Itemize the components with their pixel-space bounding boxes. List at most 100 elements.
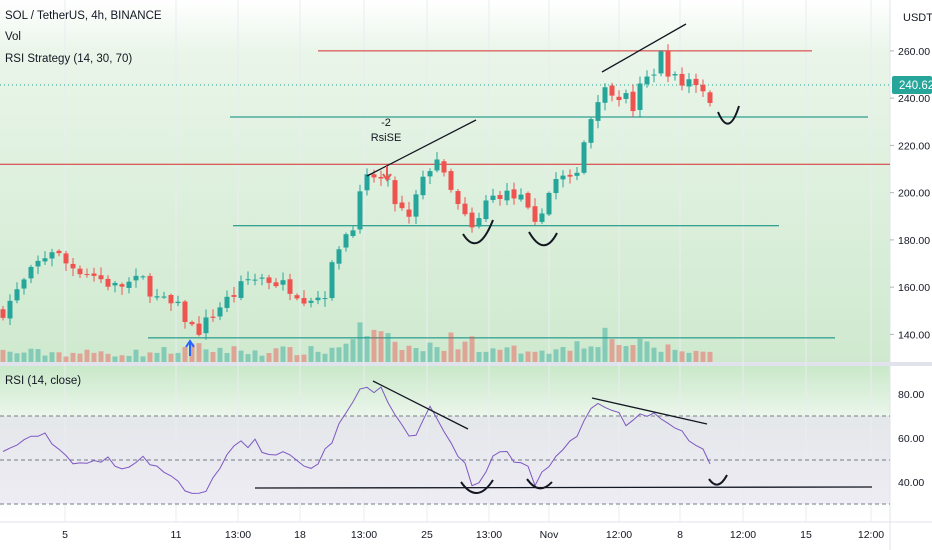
candle-body — [126, 281, 132, 288]
candle-body — [658, 51, 664, 74]
candle-body — [322, 298, 328, 300]
volume-bar — [196, 343, 202, 362]
rsi-legend[interactable]: RSI (14, close) — [5, 375, 81, 387]
trendline[interactable] — [254, 486, 873, 489]
volume-bar — [385, 333, 391, 362]
trendline[interactable] — [366, 119, 477, 177]
volume-bar — [105, 353, 111, 362]
candle-body — [581, 142, 587, 173]
volume-bar — [210, 351, 216, 362]
volume-bar — [77, 353, 83, 362]
candle-body — [406, 209, 412, 217]
volume-bar — [476, 351, 482, 362]
volume-bar — [168, 353, 174, 362]
price-tick-label: 180.00 — [898, 235, 930, 247]
candle-body — [574, 172, 580, 176]
volume-bar — [364, 336, 370, 362]
volume-bar — [665, 344, 671, 362]
volume-bar — [532, 351, 538, 362]
candle-body — [154, 296, 160, 298]
strategy-legend[interactable]: RSI Strategy (14, 30, 70) — [5, 53, 132, 65]
smile-annotation[interactable] — [526, 478, 553, 490]
time-tick-label: Nov — [540, 529, 559, 541]
buy-signal-arrow-icon — [185, 339, 195, 356]
volume-legend[interactable]: Vol — [5, 31, 21, 43]
main-pane-bg — [0, 0, 890, 362]
smile-annotation[interactable] — [708, 474, 728, 486]
candle-body — [560, 175, 566, 180]
time-tick-label: 18 — [294, 529, 306, 541]
volume-bar — [182, 346, 188, 362]
candle-body — [266, 277, 272, 283]
candle-body — [511, 189, 517, 199]
candle-body — [252, 279, 258, 281]
candle-body — [679, 73, 685, 86]
volume-bar — [434, 347, 440, 362]
candle-body — [336, 249, 342, 264]
volume-bar — [469, 336, 475, 362]
price-tick-label: 200.00 — [898, 188, 930, 200]
volume-bar — [630, 345, 636, 362]
smile-annotation[interactable] — [717, 105, 740, 125]
volume-bar — [203, 349, 209, 362]
trendline[interactable] — [591, 397, 708, 425]
candle-body — [112, 282, 118, 286]
candle-body — [434, 159, 440, 171]
volume-bar — [504, 347, 510, 362]
candle-body — [441, 161, 447, 173]
candle-body — [63, 253, 69, 264]
smile-annotation[interactable] — [462, 219, 494, 245]
candle-body — [105, 278, 111, 287]
volume-bar — [560, 347, 566, 362]
candle-body — [448, 171, 454, 190]
candle-body — [357, 191, 363, 230]
candle-body — [231, 295, 237, 297]
candle-body — [42, 258, 48, 262]
signal-qty-label: -2 — [381, 117, 391, 129]
candle-body — [623, 93, 629, 99]
candle-body — [567, 174, 573, 177]
volume-bar — [49, 352, 55, 362]
candle-body — [609, 85, 615, 96]
volume-bar — [112, 356, 118, 362]
trendline[interactable] — [601, 23, 687, 73]
volume-bar — [525, 351, 531, 362]
volume-bar — [511, 345, 517, 362]
trendline[interactable] — [372, 380, 469, 430]
candle-body — [140, 276, 146, 278]
drawing-annotations — [185, 23, 873, 494]
rsi-tick-label: 40.00 — [898, 477, 924, 489]
volume-bar — [119, 355, 125, 362]
price-tick-label: 240.00 — [898, 93, 930, 105]
candle-body — [301, 298, 307, 304]
candle-body — [329, 262, 335, 299]
volume-bar — [399, 349, 405, 362]
signal-name-label: RsiSE — [371, 132, 402, 144]
volume-bar — [343, 343, 349, 362]
price-axis-ticks: 260.00 240.00 220.00 200.00 180.00 160.00 140.… — [890, 46, 930, 341]
candle-body — [84, 274, 90, 276]
volume-bar — [0, 349, 6, 362]
volume-bar — [175, 352, 181, 362]
volume-bar — [273, 348, 279, 362]
volume-bar — [406, 345, 412, 362]
symbol-title[interactable]: SOL / TetherUS, 4h, BINANCE — [5, 10, 162, 22]
volume-bar — [350, 339, 356, 362]
volume-bar — [56, 352, 62, 362]
candle-body — [462, 203, 468, 215]
volume-bar — [567, 350, 573, 362]
volume-bar — [217, 347, 223, 362]
candle-body — [539, 213, 545, 222]
volume-bar — [224, 353, 230, 362]
smile-annotation[interactable] — [460, 479, 494, 494]
candle-body — [133, 275, 139, 281]
volume-bar — [679, 351, 685, 362]
volume-bar — [126, 355, 132, 362]
volume-bar — [483, 351, 489, 362]
volume-bar — [315, 351, 321, 362]
volume-bar — [490, 348, 496, 362]
volume-bar — [546, 353, 552, 362]
smile-annotation[interactable] — [528, 231, 558, 247]
